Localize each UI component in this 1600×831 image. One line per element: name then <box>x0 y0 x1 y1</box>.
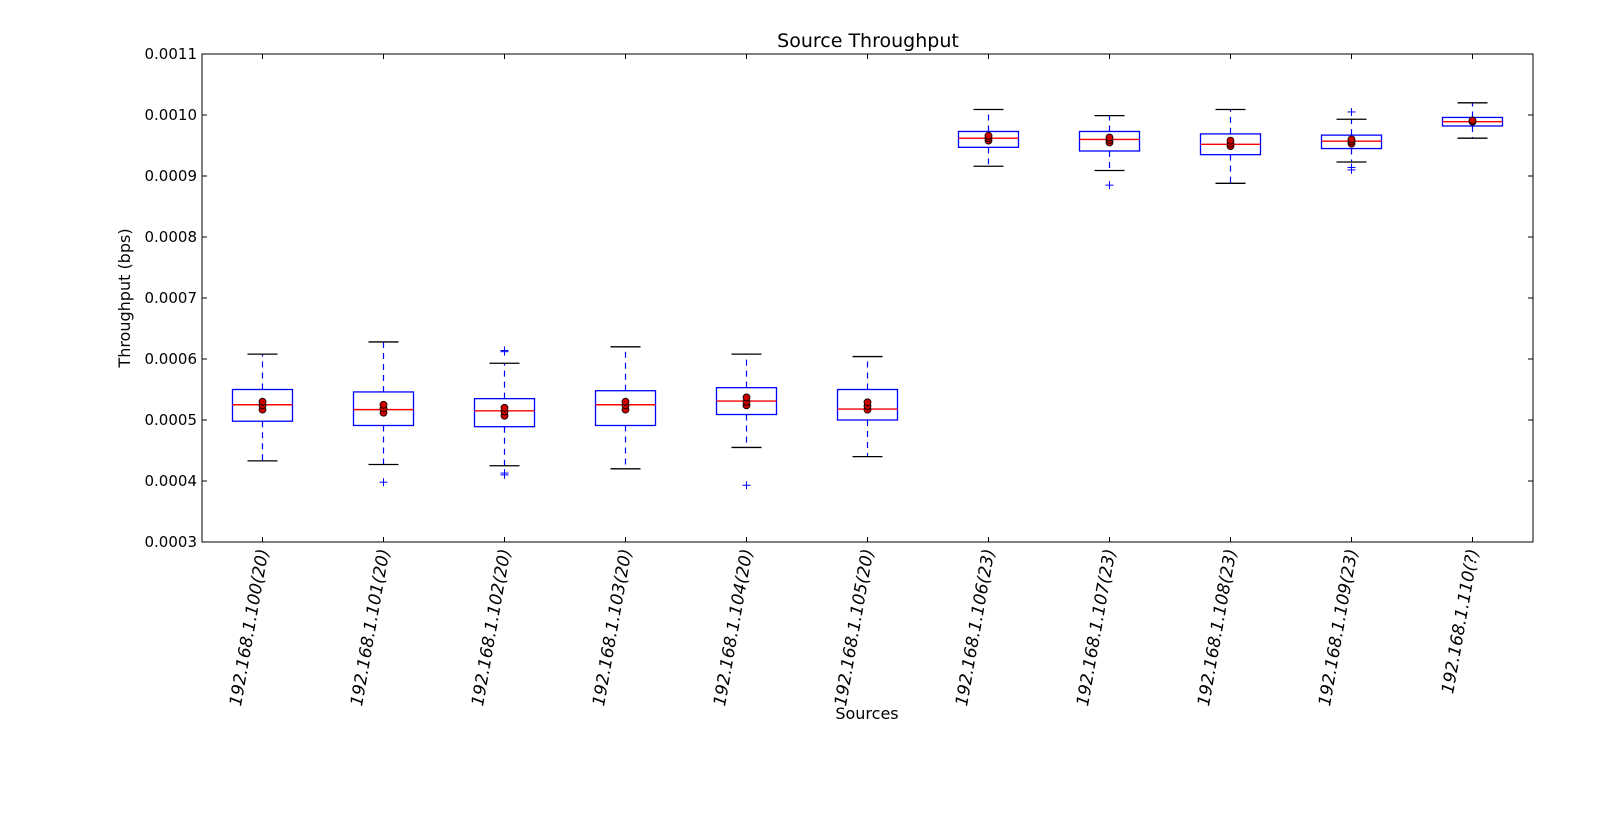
outlier-marker <box>1347 107 1356 116</box>
x-tick-label: 192.168.1.109(23) <box>1315 547 1362 707</box>
box-group <box>1320 107 1383 174</box>
y-tick-label: 0.0007 <box>145 289 198 307</box>
x-tick-label: 192.168.1.103(20) <box>589 547 636 707</box>
box-iqr <box>473 397 536 428</box>
data-point <box>500 403 509 412</box>
x-axis-ticks: 192.168.1.100(20) 192.168.1.101(20) 192.16… <box>226 54 1483 708</box>
plot-area-frame <box>201 53 1534 543</box>
x-tick-label: 192.168.1.105(20) <box>831 547 878 707</box>
chart-title: Source Throughput <box>777 30 959 52</box>
boxes-layer <box>231 102 1504 490</box>
data-point <box>621 397 630 406</box>
y-tick-label: 0.0011 <box>145 45 198 63</box>
x-tick-label: 192.168.1.110(?) <box>1438 547 1483 695</box>
outlier-marker <box>742 481 751 490</box>
data-point <box>258 397 267 406</box>
box-group <box>1078 114 1141 190</box>
data-point <box>1226 136 1235 145</box>
box-group <box>594 346 657 470</box>
data-point <box>1105 133 1114 142</box>
x-tick-label: 192.168.1.102(20) <box>468 547 515 707</box>
box-iqr <box>1078 130 1141 152</box>
y-axis-ticks: 0.0003 0.0004 0.0005 0.0006 0.0007 0.0008 0.00… <box>145 45 1533 551</box>
box-iqr <box>594 390 657 427</box>
box-iqr <box>352 391 415 427</box>
box-group <box>715 353 778 490</box>
outlier-marker <box>500 470 509 479</box>
outlier-marker <box>1347 165 1356 174</box>
data-point <box>379 400 388 409</box>
x-tick-label: 192.168.1.100(20) <box>226 547 273 707</box>
y-tick-label: 0.0005 <box>145 411 198 429</box>
box-group <box>836 355 899 458</box>
outlier-marker <box>379 478 388 487</box>
x-tick-label: 192.168.1.108(23) <box>1194 547 1241 707</box>
x-tick-label: 192.168.1.101(20) <box>347 547 394 707</box>
box-group <box>1199 108 1262 184</box>
box-group <box>473 346 536 479</box>
data-point <box>863 398 872 407</box>
x-tick-label: 192.168.1.107(23) <box>1073 547 1120 707</box>
box-iqr <box>836 388 899 421</box>
outlier-marker <box>1105 181 1114 190</box>
box-group <box>352 341 415 487</box>
x-tick-label: 192.168.1.106(23) <box>952 547 999 707</box>
outlier-marker <box>500 347 509 356</box>
data-point <box>1347 135 1356 144</box>
x-axis-title: Sources <box>835 704 898 723</box>
box-group <box>1441 102 1504 139</box>
data-point <box>1468 116 1477 125</box>
y-tick-label: 0.0003 <box>145 533 198 551</box>
y-tick-label: 0.0009 <box>145 167 198 185</box>
y-tick-label: 0.0004 <box>145 472 198 490</box>
y-axis-title: Throughput (bps) <box>115 228 134 368</box>
data-point <box>742 393 751 402</box>
box-group <box>231 353 294 462</box>
y-tick-label: 0.0006 <box>145 350 198 368</box>
box-iqr <box>957 130 1020 148</box>
y-tick-label: 0.0008 <box>145 228 198 246</box>
y-tick-label: 0.0010 <box>145 106 198 124</box>
box-group <box>957 108 1020 167</box>
data-point <box>984 131 993 140</box>
x-tick-label: 192.168.1.104(20) <box>710 547 757 707</box>
